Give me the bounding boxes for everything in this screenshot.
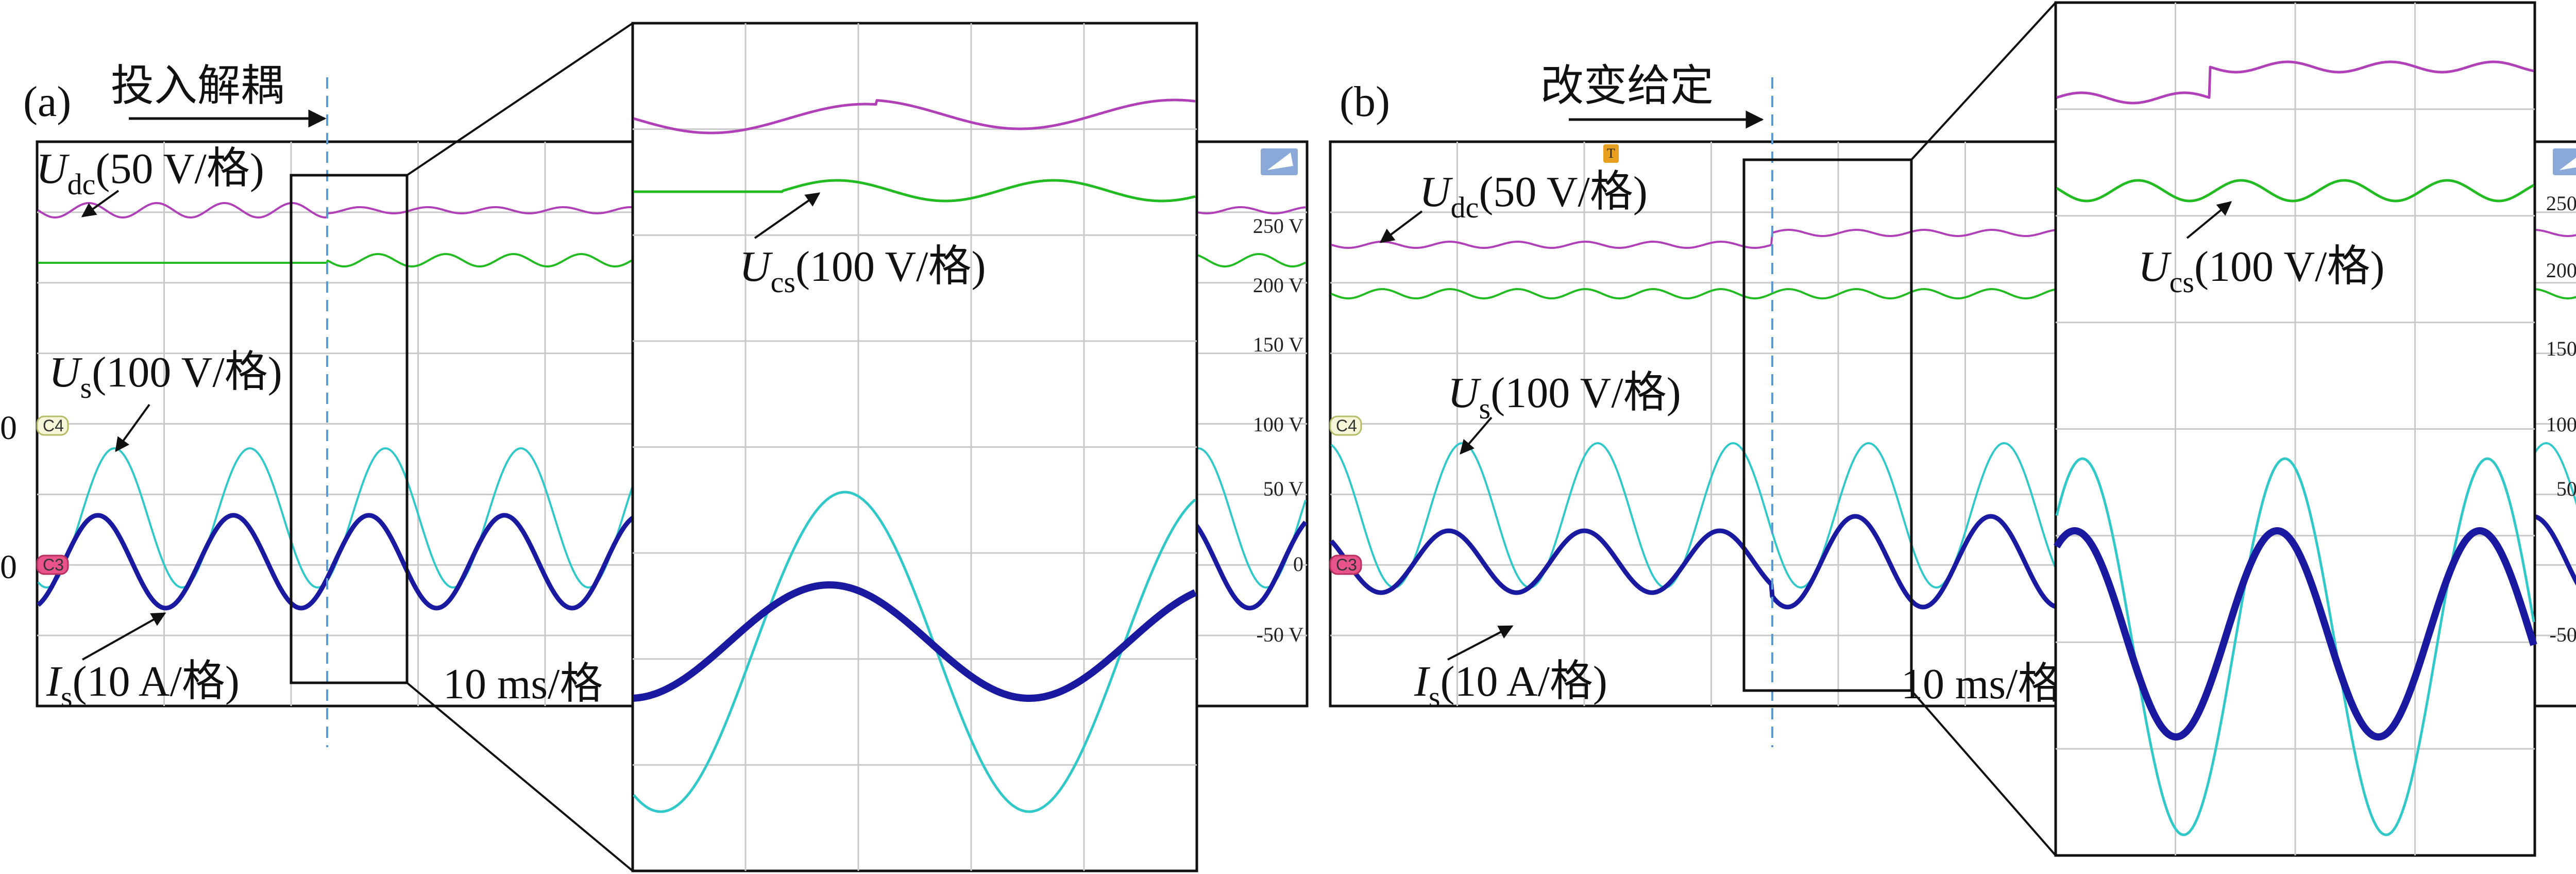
panel-a-axis-tick: 50 V <box>1263 477 1303 500</box>
panel-b-axis-tick: 200 V <box>2546 259 2576 282</box>
panel-b-zoom-connector-bottom <box>1910 690 2057 856</box>
panel-b-inset-ucs-trace <box>2056 179 2535 203</box>
svg-text:C4: C4 <box>43 416 64 435</box>
panel-a-inset-is-trace <box>631 581 1198 702</box>
panel-a-inset-ucs-trace <box>633 179 1196 203</box>
panel-b-is-label: Is(10 A/格) <box>1414 658 1607 714</box>
panel-b-inset-udc-trace <box>2056 60 2534 105</box>
panel-a-time-scale: 10 ms/格 <box>443 660 603 708</box>
panel-b-us-label: Us(100 V/格) <box>1448 369 1681 425</box>
panel-b-time-scale: 10 ms/格 <box>1901 660 2061 708</box>
svg-text:C3: C3 <box>43 556 64 574</box>
panel-a-inset-traces <box>631 98 1198 813</box>
panel-a-is-label: Is(10 A/格) <box>46 658 240 714</box>
panel-a-axis-tick: 100 V <box>1253 413 1303 436</box>
panel-a-zero-top: 0 <box>0 409 17 447</box>
panel-b: (b) 改变给定 C4 C3 T Udc(50 V/格) Us(100 V/格)… <box>1329 1 2576 857</box>
panel-a-inset-grid <box>633 23 1197 871</box>
panel-b-inset-grid <box>2056 3 2535 855</box>
svg-text:C3: C3 <box>1336 556 1357 574</box>
panel-b-badge-c4 <box>1329 415 1362 436</box>
panel-a-zoom-box <box>290 174 409 684</box>
panel-a-us-label: Us(100 V/格) <box>49 348 282 405</box>
svg-text:T: T <box>1607 146 1615 161</box>
panel-a-zero-bottom: 0 <box>0 548 17 586</box>
svg-text:C4: C4 <box>1336 416 1357 435</box>
panel-a-tag: (a) <box>23 78 71 126</box>
panel-b-trigger-marker: T <box>1603 144 1619 163</box>
panel-b-tag: (b) <box>1340 78 1390 126</box>
panel-a-badge-c3 <box>36 554 69 575</box>
panel-a-badge-c4 <box>36 415 69 436</box>
panel-a-udc-label: Udc(50 V/格) <box>36 145 264 201</box>
panel-b-zoom-box <box>1742 158 1913 692</box>
panel-b-event-label: 改变给定 <box>1540 62 1714 110</box>
panel-b-badge-c3 <box>1329 554 1362 575</box>
panel-b-axis-tick: 100 V <box>2546 413 2576 436</box>
panel-b-inset-is-trace <box>2054 527 2537 741</box>
panel-b-udc-label: Udc(50 V/格) <box>1419 168 1648 224</box>
panel-a-axis-tick: 0 <box>1293 552 1303 576</box>
panel-a-axis-tick: 200 V <box>1253 274 1303 297</box>
panel-a-inset-udc-trace <box>633 98 1196 135</box>
panel-a-axis-tick: 250 V <box>1253 214 1303 238</box>
panel-a-zoom-connector-bottom <box>406 682 634 872</box>
panel-a-right-axis: 250 V 200 V 150 V 100 V 50 V 0 -50 V <box>1253 214 1303 646</box>
panel-a-event-label: 投入解耦 <box>111 62 284 110</box>
panel-b-zoom-connector-top <box>1910 2 2057 161</box>
panel-b-axis-tick: 150 V <box>2546 337 2576 360</box>
panel-b-corner-icon <box>2553 148 2576 175</box>
panel-b-axis-tick: -50 V <box>2550 623 2576 646</box>
panel-a-corner-icon <box>1261 148 1298 175</box>
panel-a-zoom-connector-top <box>406 22 634 176</box>
panel-b-axis-tick: 250 V <box>2546 192 2576 215</box>
panel-a-inset-us-trace <box>633 491 1196 813</box>
panel-a-axis-tick: 150 V <box>1253 333 1303 356</box>
panel-a-axis-tick: -50 V <box>1257 623 1304 646</box>
panel-a: (a) 投入解耦 0 0 C4 C3 Udc(50 V/格) Us(100 V/… <box>0 22 1309 872</box>
panel-a-ucs-label: Ucs(100 V/格) <box>739 243 986 299</box>
panel-b-axis-tick: 50 V <box>2556 477 2576 500</box>
panel-b-inset-traces <box>2054 60 2537 836</box>
panel-b-ucs-label: Ucs(100 V/格) <box>2138 243 2384 299</box>
